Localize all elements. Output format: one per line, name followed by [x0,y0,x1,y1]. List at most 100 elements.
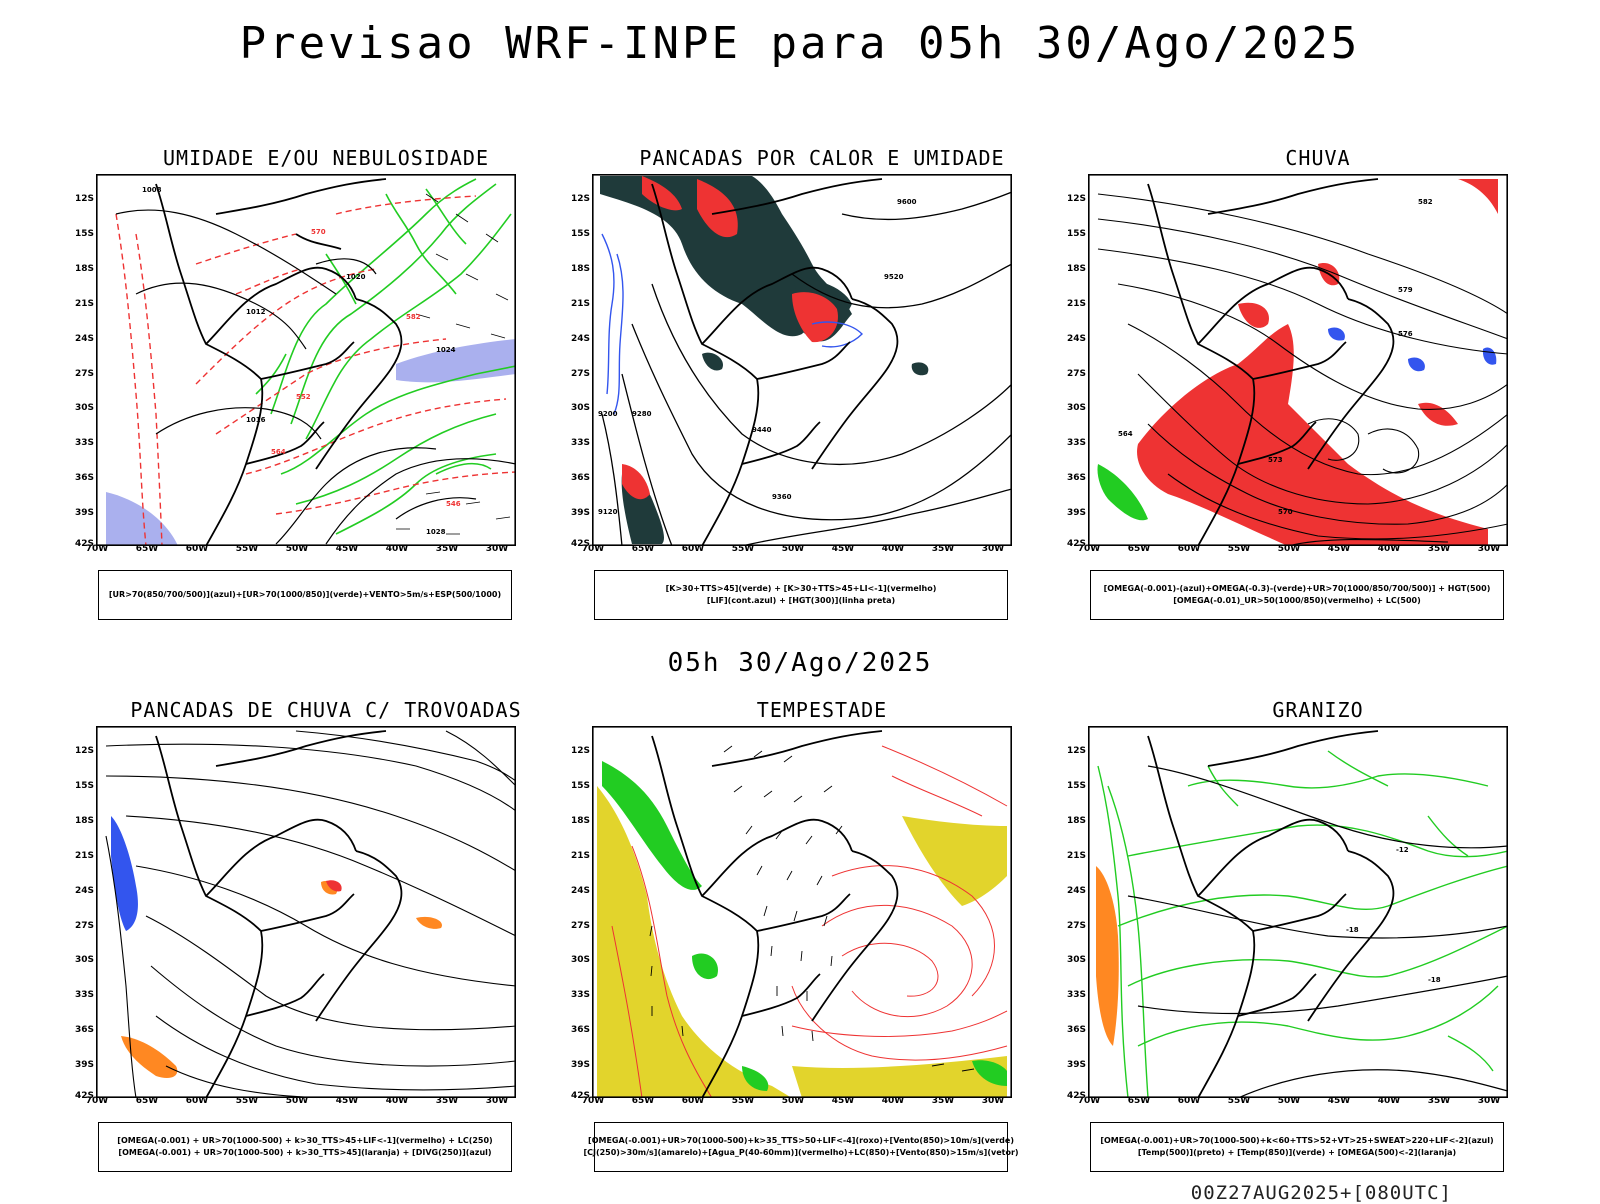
lon-label: 45W [335,1096,359,1106]
lat-label: 15S [1066,229,1086,239]
contour-labels: -12 -18 -18 [1346,846,1441,984]
black-temp500-contours [1127,765,1508,1098]
lat-label: 39S [1066,1060,1086,1070]
lat-label: 33S [74,438,94,448]
map-frame [592,174,1012,546]
lon-label: 55W [731,1096,755,1106]
lon-label: 40W [385,1096,409,1106]
lat-label: 15S [74,229,94,239]
lat-label: 42S [1066,539,1086,549]
lat-label: 24S [74,334,94,344]
map-granizo: -12 -18 -18 [1088,726,1508,1098]
lon-label: 55W [235,544,259,554]
panel-granizo: GRANIZO [1067,698,1558,1172]
map-frame [96,174,516,546]
black-streamlines [105,730,516,1098]
lon-label: 35W [435,1096,459,1106]
legend-line: [LIF](cont.azul) + [HGT(300)](linha pret… [706,596,896,605]
lon-label: 70W [1077,1096,1101,1106]
panel-title: CHUVA [1285,146,1351,170]
lon-label: 40W [881,544,905,554]
blue-lif-contours [601,233,863,415]
lon-label: 40W [1377,544,1401,554]
lat-label: 18S [570,264,590,274]
contour-label: 9280 [632,410,652,418]
green-omega-area [1097,464,1148,521]
lat-label: 12S [1066,746,1086,756]
lat-label: 21S [1066,851,1086,861]
panel-umidade: UMIDADE E/OU NEBULOSIDADE [75,146,566,620]
legend-line: [OMEGA(-0.001)+UR>70(1000-500)+k>35_TTS>… [588,1136,1014,1145]
lon-label: 50W [285,1096,309,1106]
lat-label: 30S [74,955,94,965]
map-frame [1088,174,1508,546]
lon-label: 35W [1427,544,1451,554]
lat-label: 27S [1066,921,1086,931]
contour-label: 582 [406,313,421,321]
lat-label: 18S [1066,816,1086,826]
contour-labels: 1008 1012 1016 1020 1024 1028 552 564 57… [142,186,461,536]
legend-box: [OMEGA(-0.001)+UR>70(1000-500)+k<60+TTS>… [1090,1122,1504,1172]
contour-label: -18 [1346,926,1359,934]
lat-label: 21S [74,299,94,309]
lon-label: 55W [235,1096,259,1106]
contour-label: 1020 [346,273,366,281]
lat-label: 24S [570,334,590,344]
lon-label: 60W [1177,1096,1201,1106]
panel-title: UMIDADE E/OU NEBULOSIDADE [162,146,490,170]
panel-tempestade: TEMPESTADE [571,698,1062,1172]
lat-label: 21S [570,299,590,309]
lon-label: 45W [831,544,855,554]
lat-label: 21S [570,851,590,861]
lat-label: 39S [1066,508,1086,518]
contour-label: 1012 [246,308,266,316]
lon-label: 35W [435,544,459,554]
lon-label: 45W [1327,1096,1351,1106]
map-pancadas-calor: 9600 9520 9440 9360 9280 9200 9120 [592,174,1012,546]
yellow-jet-area [597,786,1007,1098]
map-umidade: 1008 1012 1016 1020 1024 1028 552 564 57… [96,174,516,546]
red-precipitable-water-contours [611,745,1008,1098]
country-borders [1147,178,1395,546]
lat-label: 15S [570,781,590,791]
lat-label: 33S [1066,438,1086,448]
country-borders [651,178,899,546]
lon-label: 60W [185,544,209,554]
contour-label: 579 [1398,286,1413,294]
contour-label: 582 [1418,198,1433,206]
legend-line: [Temp(500)](preto) + [Temp(850)](verde) … [1137,1148,1457,1157]
contour-label: 9360 [772,493,792,501]
map-frame [96,726,516,1098]
blue-divergence-area [111,816,138,931]
lon-label: 35W [931,1096,955,1106]
country-borders [651,730,899,1098]
lon-label: 65W [1127,544,1151,554]
contour-label: 9120 [598,508,618,516]
lavender-humidity-area [106,339,516,546]
lat-label: 33S [74,990,94,1000]
red-rain-area [1137,179,1498,546]
contour-label: 564 [1118,430,1133,438]
contour-label: 9200 [598,410,618,418]
lat-label: 12S [74,746,94,756]
lon-label: 60W [1177,544,1201,554]
country-borders [155,730,403,1098]
red-thickness-contours [115,195,516,546]
lon-label: 65W [1127,1096,1151,1106]
contour-label: -18 [1428,976,1441,984]
map-tempestade [592,726,1012,1098]
lon-label: 55W [731,544,755,554]
lon-label: 55W [1227,544,1251,554]
lon-label: 70W [85,544,109,554]
lon-label: 30W [485,544,509,554]
valid-time-label: 05h 30/Ago/2025 [667,648,933,678]
lat-label: 18S [74,816,94,826]
contour-label: 546 [446,500,461,508]
contour-label: 1028 [426,528,446,536]
lon-label: 70W [1077,544,1101,554]
map-trovoadas [96,726,516,1098]
lat-label: 18S [74,264,94,274]
country-borders [155,178,403,546]
lat-label: 24S [74,886,94,896]
legend-line: [OMEGA(-0.01)_UR>50(1000/850)(vermelho) … [1173,596,1421,605]
